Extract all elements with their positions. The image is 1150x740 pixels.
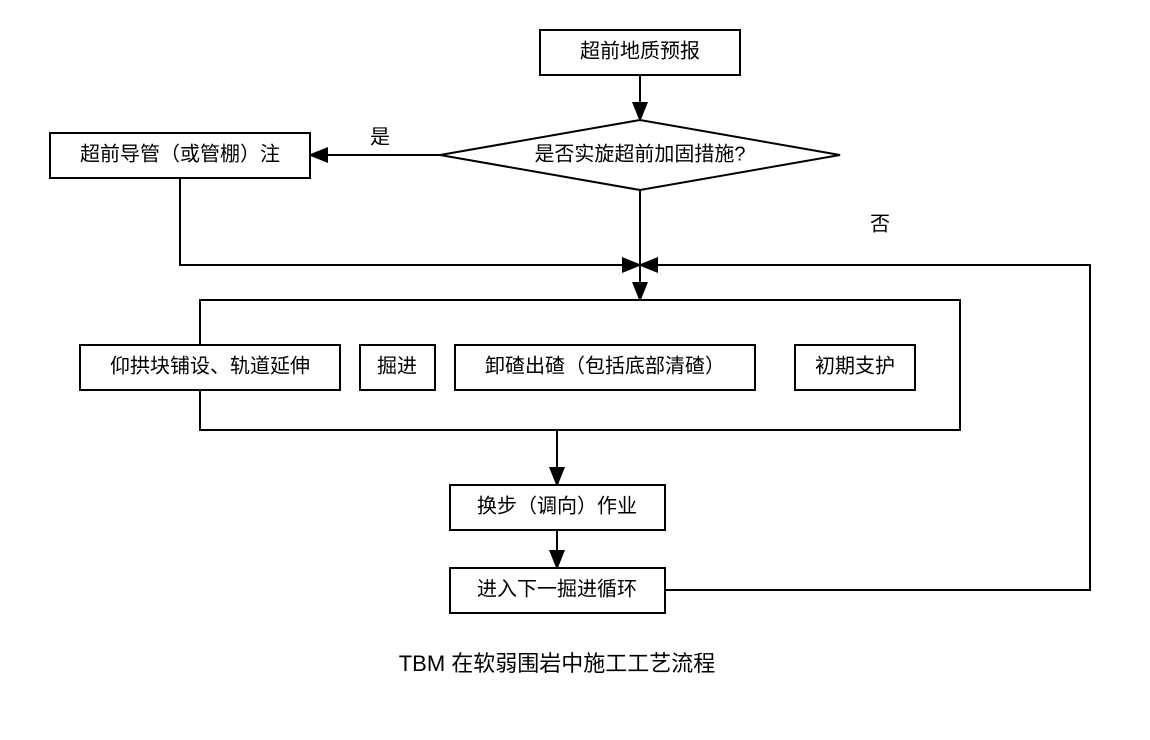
node-initial-support-label: 初期支护 [815,354,895,377]
node-excavate-label: 掘进 [377,354,417,377]
node-mucking-label: 卸碴出碴（包括底部清碴） [485,354,725,377]
edge-label-yes: 是 [370,126,390,148]
node-invert-track-label: 仰拱块铺设、轨道延伸 [110,354,310,377]
figure-caption: TBM 在软弱围岩中施工工艺流程 [399,651,716,676]
node-decision-label: 是否实旋超前加固措施? [534,142,745,165]
node-forecast-label: 超前地质预报 [580,39,700,62]
edge-label-no: 否 [870,213,890,235]
node-next-cycle-label: 进入下一掘进循环 [477,577,637,600]
node-repositioning-label: 换步（调向）作业 [477,494,637,517]
flowchart-canvas: 超前地质预报 是否实旋超前加固措施? 是 超前导管（或管棚）注 否 仰拱块铺设、… [0,0,1150,740]
edge-n3-merge [180,178,638,265]
node-advance-pipe-label: 超前导管（或管棚）注 [80,142,280,165]
